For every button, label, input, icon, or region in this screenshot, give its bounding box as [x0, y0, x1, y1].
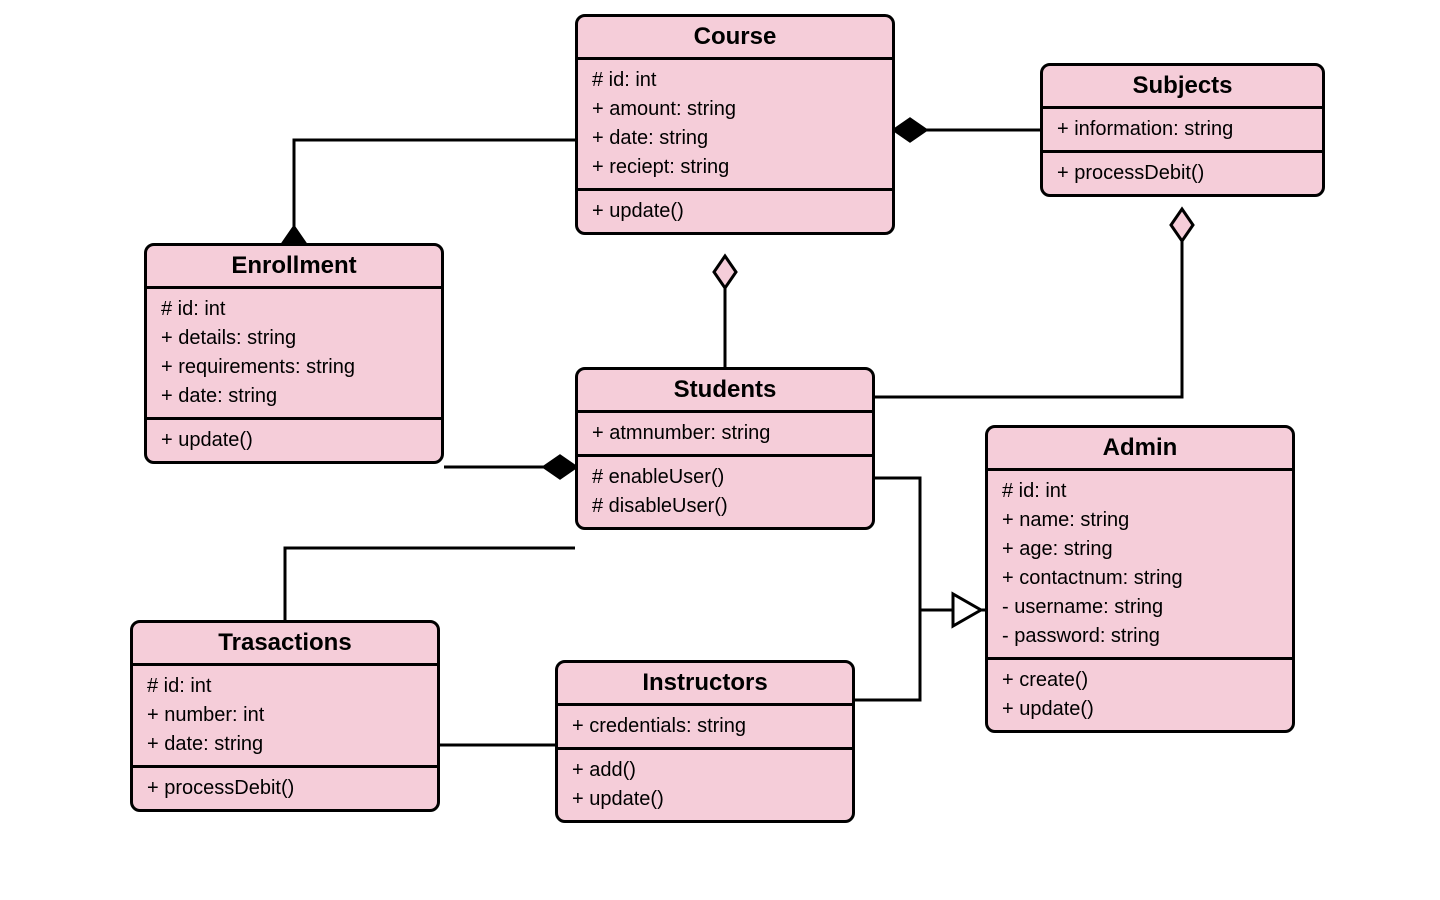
- class-attrs: # id: int+ amount: string+ date: string+…: [578, 60, 892, 191]
- class-attr: + date: string: [592, 124, 878, 153]
- class-attr: + name: string: [1002, 506, 1278, 535]
- class-course: Course # id: int+ amount: string+ date: …: [575, 14, 895, 235]
- class-attr: + requirements: string: [161, 353, 427, 382]
- class-method: + create(): [1002, 666, 1278, 695]
- class-attrs: # id: int+ number: int+ date: string: [133, 666, 437, 768]
- class-subjects: Subjects + information: string + process…: [1040, 63, 1325, 197]
- class-attr: # id: int: [1002, 477, 1278, 506]
- class-enrollment: Enrollment # id: int+ details: string+ r…: [144, 243, 444, 464]
- class-method: + update(): [1002, 695, 1278, 724]
- class-methods: # enableUser()# disableUser(): [578, 457, 872, 527]
- class-method: + processDebit(): [147, 774, 423, 803]
- class-method: + add(): [572, 756, 838, 785]
- class-methods: + processDebit(): [133, 768, 437, 809]
- class-attr: + information: string: [1057, 115, 1308, 144]
- class-transactions: Trasactions # id: int+ number: int+ date…: [130, 620, 440, 812]
- class-attr: + reciept: string: [592, 153, 878, 182]
- class-method: + update(): [572, 785, 838, 814]
- class-attr: + age: string: [1002, 535, 1278, 564]
- class-attr: # id: int: [161, 295, 427, 324]
- class-title: Instructors: [558, 663, 852, 706]
- class-attr: + amount: string: [592, 95, 878, 124]
- class-attr: + date: string: [147, 730, 423, 759]
- class-attr: # id: int: [147, 672, 423, 701]
- class-title: Subjects: [1043, 66, 1322, 109]
- class-title: Enrollment: [147, 246, 441, 289]
- class-students: Students + atmnumber: string # enableUse…: [575, 367, 875, 530]
- class-attr: + credentials: string: [572, 712, 838, 741]
- class-attrs: + credentials: string: [558, 706, 852, 750]
- class-title: Course: [578, 17, 892, 60]
- class-methods: + update(): [147, 420, 441, 461]
- class-admin: Admin # id: int+ name: string+ age: stri…: [985, 425, 1295, 733]
- class-methods: + processDebit(): [1043, 153, 1322, 194]
- class-title: Trasactions: [133, 623, 437, 666]
- class-method: # disableUser(): [592, 492, 858, 521]
- class-attr: # id: int: [592, 66, 878, 95]
- class-methods: + create()+ update(): [988, 660, 1292, 730]
- class-attr: - password: string: [1002, 622, 1278, 651]
- class-title: Admin: [988, 428, 1292, 471]
- class-instructors: Instructors + credentials: string + add(…: [555, 660, 855, 823]
- class-title: Students: [578, 370, 872, 413]
- class-attrs: # id: int+ name: string+ age: string+ co…: [988, 471, 1292, 660]
- class-attrs: + atmnumber: string: [578, 413, 872, 457]
- class-attr: + contactnum: string: [1002, 564, 1278, 593]
- class-method: + update(): [161, 426, 427, 455]
- class-methods: + update(): [578, 191, 892, 232]
- class-method: # enableUser(): [592, 463, 858, 492]
- class-attr: + details: string: [161, 324, 427, 353]
- class-methods: + add()+ update(): [558, 750, 852, 820]
- class-attr: + atmnumber: string: [592, 419, 858, 448]
- class-attrs: # id: int+ details: string+ requirements…: [147, 289, 441, 420]
- class-method: + processDebit(): [1057, 159, 1308, 188]
- class-attr: + number: int: [147, 701, 423, 730]
- class-method: + update(): [592, 197, 878, 226]
- class-attr: + date: string: [161, 382, 427, 411]
- class-attr: - username: string: [1002, 593, 1278, 622]
- class-attrs: + information: string: [1043, 109, 1322, 153]
